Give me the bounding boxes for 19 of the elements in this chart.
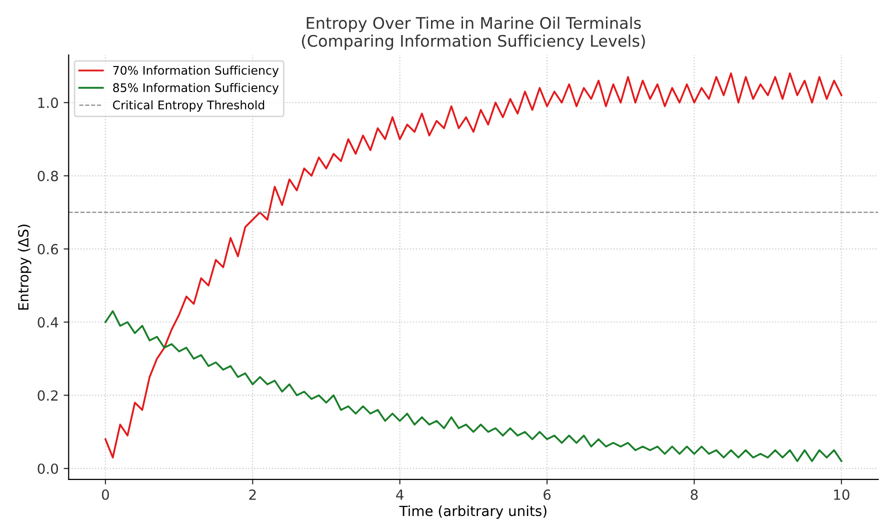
y-tick-label: 0.8 [38, 170, 58, 182]
x-tick-label: 6 [544, 489, 551, 500]
y-tick-label: 1.0 [38, 98, 58, 108]
y-tick-label: 0.2 [38, 390, 58, 401]
x-tick-label: 2 [249, 489, 256, 500]
legend-label: 70% Information Sufficiency [113, 66, 279, 78]
y-tick-label: 0.6 [38, 244, 58, 254]
legend-label: 85% Information Sufficiency [113, 82, 279, 94]
x-tick-label: 0 [102, 489, 109, 500]
x-tick-label: 8 [690, 489, 698, 500]
x-axis-title: Time (arbitrary units) [399, 505, 546, 519]
x-tick-label: 4 [396, 490, 404, 500]
x-tick-label: 10 [834, 489, 850, 500]
line-series [104, 310, 842, 462]
y-tick-label: 0.0 [38, 463, 58, 474]
y-tick-label: 0.4 [38, 317, 58, 328]
y-axis-title: Entropy (ΔS) [18, 224, 32, 310]
chart-title: Entropy Over Time in Marine Oil Terminals (Comparing Information Sufficiency Levels) [302, 16, 645, 50]
legend-label: Critical Entropy Threshold [112, 100, 264, 112]
